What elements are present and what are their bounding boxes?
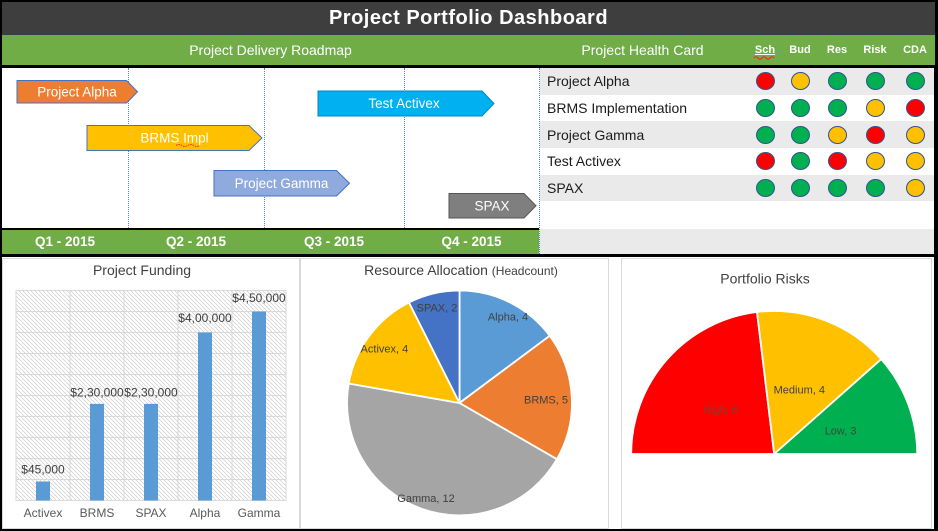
svg-text:Project Alpha: Project Alpha [37, 84, 117, 99]
svg-text:Low, 3: Low, 3 [825, 425, 857, 437]
svg-text:Project Funding: Project Funding [93, 262, 191, 278]
svg-text:Gamma, 12: Gamma, 12 [397, 493, 454, 505]
svg-text:$2,30,000: $2,30,000 [70, 385, 124, 399]
svg-text:SPAX: SPAX [474, 198, 509, 213]
svg-text:Portfolio Risks: Portfolio Risks [720, 270, 809, 286]
svg-text:Gamma: Gamma [238, 506, 281, 520]
svg-text:Project Gamma: Project Gamma [235, 176, 329, 191]
svg-text:BRMS, 5: BRMS, 5 [524, 394, 568, 406]
svg-text:BRMS Impl: BRMS Impl [140, 130, 208, 145]
svg-text:Alpha, 4: Alpha, 4 [488, 311, 528, 323]
svg-text:SPAX: SPAX [135, 506, 166, 520]
svg-text:BRMS: BRMS [80, 506, 115, 520]
svg-text:Resource Allocation (Headcount: Resource Allocation (Headcount) [364, 262, 558, 278]
svg-text:Alpha: Alpha [190, 506, 221, 520]
svg-text:Test Activex: Test Activex [368, 96, 440, 111]
svg-text:$2,30,000: $2,30,000 [124, 385, 178, 399]
svg-text:Activex, 4: Activex, 4 [361, 343, 409, 355]
svg-text:$45,000: $45,000 [21, 462, 65, 476]
svg-text:SPAX, 2: SPAX, 2 [417, 302, 458, 314]
svg-text:Activex: Activex [24, 506, 63, 520]
svg-text:$4,00,000: $4,00,000 [178, 311, 232, 325]
svg-text:Medium, 4: Medium, 4 [774, 384, 825, 396]
svg-text:$4,50,000: $4,50,000 [232, 291, 286, 305]
svg-text:High, 6: High, 6 [703, 404, 738, 416]
